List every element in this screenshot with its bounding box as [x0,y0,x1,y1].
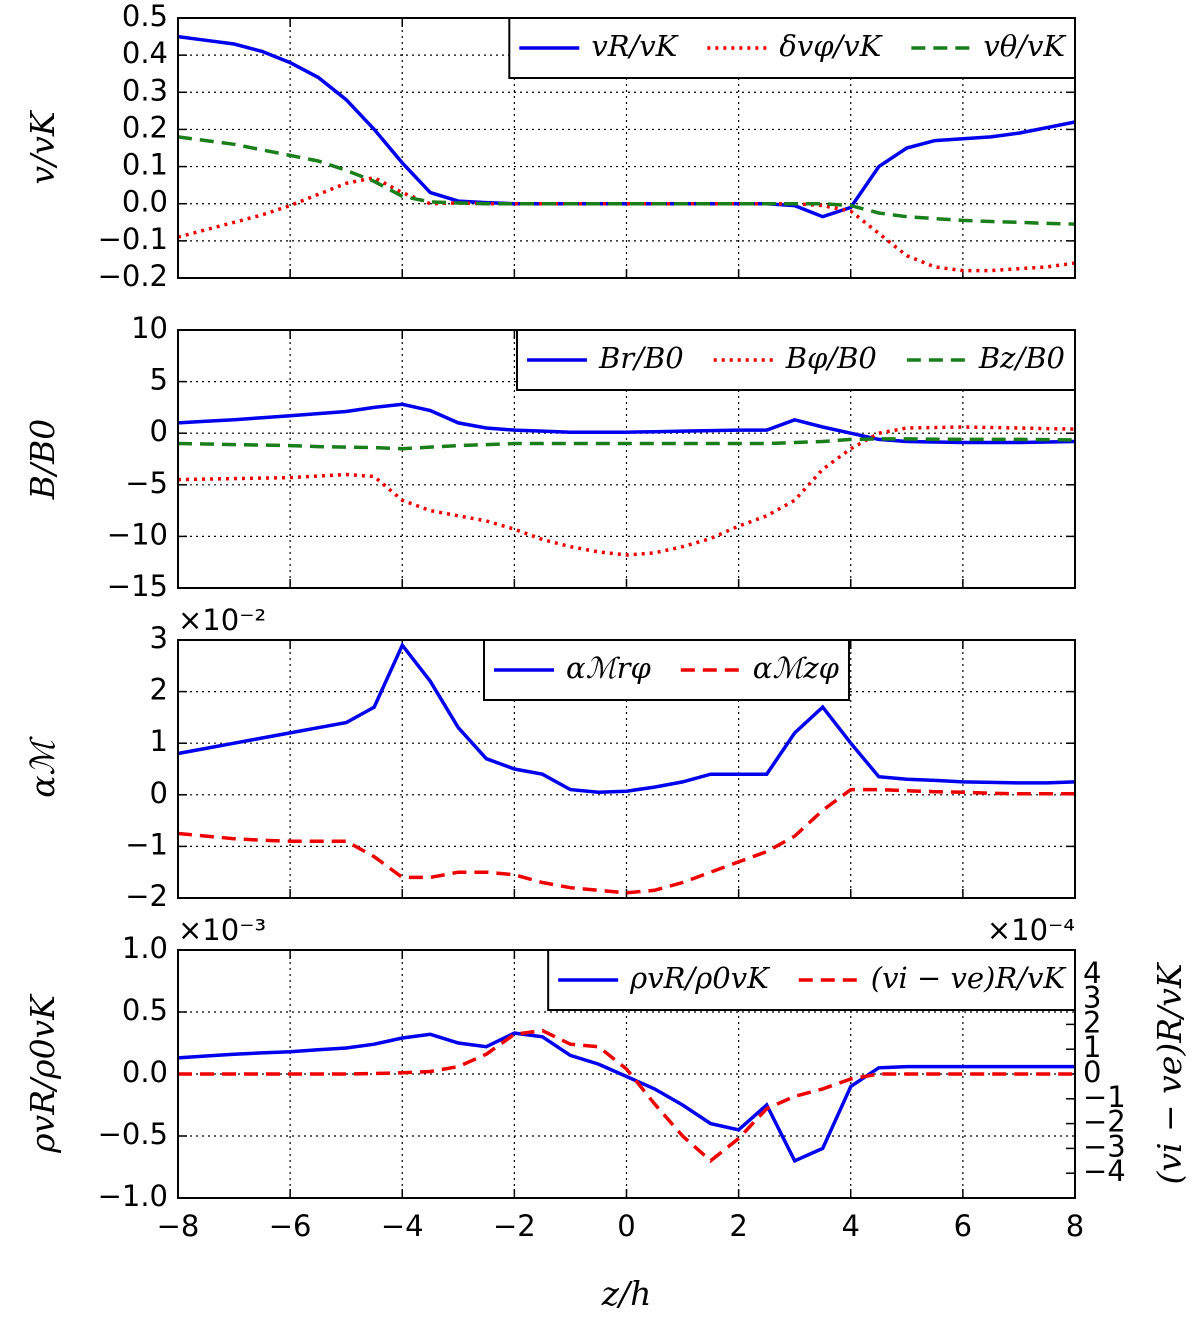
panel: −2 −1 0 1 2 3 αℳrφ αℳzφ αℳ ×10⁻² [23,603,1076,913]
x-tick-label: 6 [954,1209,972,1243]
legend: αℳrφ αℳzφ [483,639,850,701]
y2-tick-label: 0 [1083,1055,1101,1089]
series-line [177,787,1075,895]
series-line [177,34,1076,219]
series-line [177,425,1076,557]
y2-tick-label: −1 [1083,1080,1126,1114]
y2-tick-label: −3 [1083,1129,1126,1163]
x-tick-label: −4 [381,1209,424,1243]
y-tick-label: 0.4 [122,36,168,70]
legend-box [508,17,1076,79]
y-tick-label: 0.0 [122,1055,168,1089]
legend-label: αℳzφ [753,651,840,685]
series-line [178,1028,1075,1164]
y-tick-label: 5 [150,363,168,397]
series-line [177,402,1076,445]
y2-tick-label: 4 [1083,956,1101,990]
y-axis-label: αℳ [23,736,62,798]
series-line [177,135,1076,226]
offset-label: ×10⁻³ [178,913,266,947]
y-tick-label: 0.5 [122,993,168,1027]
y2-tick-label: 2 [1083,1005,1101,1039]
legend-label: Bφ/B0 [785,341,877,375]
y-tick-label: −0.5 [98,1117,168,1151]
legend-label: (vi − ve)R/vK [871,961,1068,995]
series-line [177,1031,1075,1164]
legend-label: ρvR/ρ0vK [629,961,771,995]
y-tick-label: 0 [150,776,168,810]
y2-tick-label: 3 [1083,981,1101,1015]
legend-label: δvφ/vK [779,29,883,63]
y-tick-label: −10 [107,517,168,551]
y-axis-label: v/vK [23,109,62,184]
y-tick-label: −0.2 [98,259,168,293]
x-tick-label: 0 [617,1209,635,1243]
y-axis-label: ρvR/ρ0vK [23,993,62,1154]
x-tick-label: −2 [493,1209,536,1243]
legend-label: vθ/vK [983,29,1067,63]
offset-label: ×10⁻² [178,603,266,637]
legend-label: Br/B0 [598,341,684,375]
legend-label: αℳrφ [566,651,651,685]
y-tick-label: 1.0 [122,931,168,965]
y-tick-label: 0.1 [122,148,168,182]
y-tick-label: −2 [125,879,168,913]
y2-tick-label: 1 [1083,1030,1101,1064]
x-tick-label: −8 [157,1209,200,1243]
x-tick-label: 2 [729,1209,747,1243]
y-tick-label: 1 [150,724,168,758]
y-axis-label: B/B0 [23,419,62,501]
y-tick-label: 0.2 [122,110,168,144]
y-tick-label: 0 [150,414,168,448]
series-line [177,175,1076,273]
y-tick-label: −0.1 [98,222,168,256]
y2-tick-label: −4 [1083,1154,1126,1188]
y2-axis-label: (vi − ve)R/vK [1150,961,1189,1184]
legend: Br/B0 Bφ/B0 Bz/B0 [516,329,1076,391]
x-tick-label: 4 [842,1209,860,1243]
y-tick-label: −1 [125,827,168,861]
y2-offset-label: ×10⁻⁴ [987,913,1075,947]
y-tick-label: 2 [150,673,168,707]
legend: vR/vK δvφ/vK vθ/vK [508,17,1076,79]
legend-label: Bz/B0 [978,341,1065,375]
y2-tick-label: −2 [1083,1105,1126,1139]
x-tick-label: 8 [1066,1209,1084,1243]
y-tick-label: −1.0 [98,1179,168,1213]
x-axis-label: z/h [601,1274,652,1313]
x-tick-label: −6 [269,1209,312,1243]
legend: ρvR/ρ0vK (vi − ve)R/vK [547,949,1076,1011]
y-tick-label: −15 [107,569,168,603]
legend-box [516,329,1076,391]
y-tick-label: −5 [125,466,168,500]
panel: −15 −10 −5 0 5 10 Br/B0 Bφ/B0 Bz/B0 B/B0 [23,311,1076,603]
y-tick-label: 10 [131,311,168,345]
series-line [177,641,1076,794]
legend-label: vR/vK [591,29,679,63]
y-tick-label: 0.5 [122,0,168,33]
y-tick-label: 0.3 [122,73,168,107]
panel: −8 −6 −4 −2 0 2 4 6 8−1.0−0.50.00.51.0−4−3−2−101… [23,913,1189,1313]
y-tick-label: 0.0 [122,185,168,219]
series-line [177,437,1076,451]
y-tick-label: 3 [150,621,168,655]
panel: −0.2−0.10.00.1 0.20.30.40.5 vR/vK δvφ/vK vθ/… [23,0,1076,293]
